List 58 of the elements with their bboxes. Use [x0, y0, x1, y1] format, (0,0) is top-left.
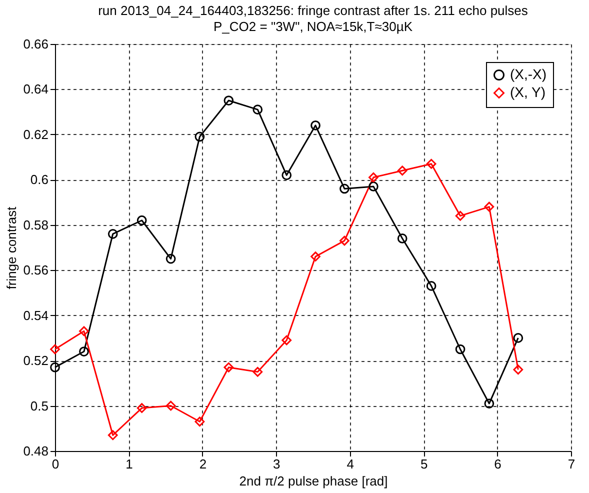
- point: [513, 364, 524, 375]
- point: [484, 398, 494, 408]
- x-tick-label: 2: [199, 456, 207, 472]
- point: [310, 120, 320, 130]
- point: [252, 366, 263, 377]
- point: [513, 333, 524, 343]
- point: [108, 430, 118, 440]
- point: [426, 158, 436, 169]
- x-tick-label: 1: [126, 456, 133, 472]
- point: [340, 184, 350, 194]
- y-tick-label: 0.5: [30, 398, 48, 414]
- point: [368, 172, 378, 182]
- point: [310, 252, 320, 262]
- point: [484, 202, 494, 212]
- y-tick-label: 0.6: [30, 172, 48, 188]
- point: [426, 281, 436, 291]
- y-tick-label: 0.48: [23, 444, 48, 458]
- point: [282, 170, 292, 180]
- legend-label: (X,-X): [510, 66, 547, 82]
- point: [194, 416, 205, 427]
- x-axis-title: 2nd π/2 pulse phase [rad]: [239, 474, 388, 488]
- x-tick-label: 7: [568, 456, 576, 472]
- x-tick-label: 5: [420, 456, 428, 472]
- point: [108, 229, 118, 239]
- point: [79, 326, 89, 336]
- chart-subtitle: P_CO2 = "3W", NOA≈15k,T≈30µK: [214, 19, 413, 34]
- legend-label: (X, Y): [510, 84, 546, 100]
- x-tick-label: 4: [346, 456, 354, 472]
- point: [50, 362, 60, 372]
- point: [455, 210, 466, 221]
- x-tick-label: 3: [273, 456, 280, 472]
- point: [194, 132, 205, 142]
- point: [166, 254, 176, 264]
- x-tick-label: 6: [494, 456, 502, 472]
- point: [252, 104, 263, 114]
- chart-title: run 2013_04_24_164403,183256: fringe contrast after 1s. 211 echo pulses: [98, 3, 528, 18]
- point: [397, 166, 408, 176]
- point: [397, 234, 408, 244]
- point: [224, 96, 234, 106]
- y-tick-label: 0.66: [23, 36, 48, 52]
- point: [282, 335, 292, 346]
- y-tick-label: 0.58: [23, 217, 48, 232]
- point: [136, 403, 147, 413]
- y-tick-label: 0.54: [23, 308, 48, 323]
- x-tick-label: 0: [52, 456, 60, 472]
- point: [79, 346, 89, 356]
- y-tick-label: 0.64: [23, 82, 48, 97]
- y-tick-label: 0.56: [23, 262, 48, 278]
- y-tick-label: 0.52: [23, 353, 48, 368]
- point: [368, 182, 378, 192]
- point: [455, 344, 466, 354]
- y-axis-title: fringe contrast: [4, 206, 20, 290]
- point: [340, 236, 350, 246]
- point: [50, 344, 60, 354]
- point: [136, 215, 147, 226]
- y-tick-label: 0.62: [23, 126, 48, 142]
- point: [224, 362, 234, 372]
- point: [166, 400, 176, 411]
